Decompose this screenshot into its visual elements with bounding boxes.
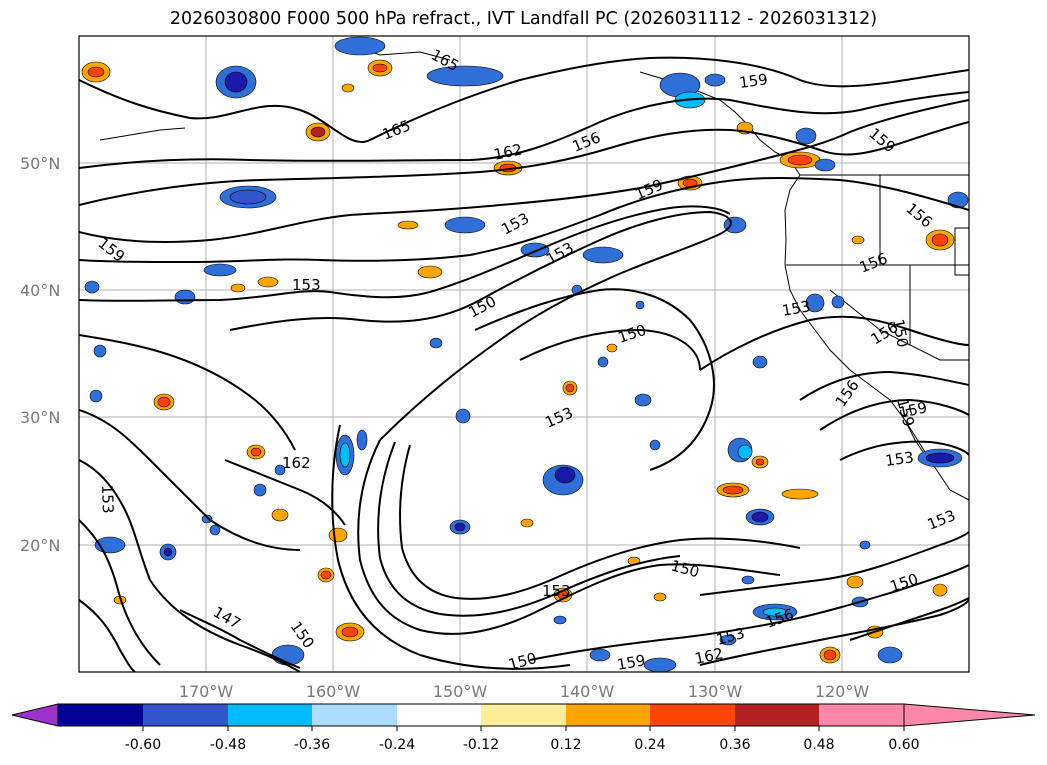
contour-label: 159 — [897, 398, 929, 422]
contour-label: 153 — [781, 297, 812, 320]
colorbar-tick-label: -0.36 — [294, 737, 330, 753]
lon-label: 150°W — [433, 682, 488, 701]
lon-label: 160°W — [306, 682, 361, 701]
colorbar-segment — [228, 704, 312, 726]
latitude-labels: 50°N 40°N 30°N 20°N — [20, 154, 60, 555]
colorbar-segment — [481, 704, 566, 726]
plot-frame — [78, 35, 970, 673]
lat-label: 50°N — [20, 154, 60, 173]
colorbar-tick-label: -0.24 — [379, 737, 415, 753]
colorbar-segment — [735, 704, 819, 726]
colorbar-extend-left — [11, 703, 59, 727]
colorbar-tick-label: -0.60 — [125, 737, 161, 753]
contour-label: 153 — [98, 485, 117, 514]
gridlines — [79, 36, 969, 672]
colorbar-tick-label: 0.24 — [634, 737, 665, 753]
colorbar-segment — [566, 704, 650, 726]
contour-label: 153 — [884, 448, 915, 470]
lon-label: 170°W — [179, 682, 234, 701]
colorbar-segment — [143, 704, 228, 726]
lat-label: 40°N — [20, 281, 60, 300]
plot-area — [79, 36, 969, 672]
contour-label: 153 — [292, 276, 321, 294]
colorbar-segment — [650, 704, 735, 726]
colorbar-ticks — [142, 726, 905, 731]
lat-label: 30°N — [20, 408, 60, 427]
colorbar-tick-label: 0.60 — [888, 737, 919, 753]
colorbar-extend-right — [903, 703, 1036, 727]
shading-positive — [81, 59, 955, 664]
contour-label: 162 — [282, 454, 311, 472]
contour-label: 150 — [889, 318, 912, 349]
lat-label: 20°N — [20, 536, 60, 555]
colorbar-segment — [58, 704, 143, 726]
colorbar-segment — [397, 704, 481, 726]
colorbar-tick-label: -0.48 — [210, 737, 246, 753]
lon-label: 140°W — [560, 682, 615, 701]
colorbar-tick-label: 0.48 — [803, 737, 834, 753]
contour-label: 162 — [492, 140, 524, 164]
colorbar-segment — [819, 704, 904, 726]
contour-lines — [79, 56, 969, 672]
colorbar-segment — [312, 704, 397, 726]
contour-label: 162 — [693, 644, 725, 668]
colorbar-tick-label: -0.12 — [463, 737, 499, 753]
colorbar-tick-label: 0.36 — [719, 737, 750, 753]
lon-label: 130°W — [688, 682, 743, 701]
longitude-labels: 170°W 160°W 150°W 140°W 130°W 120°W — [179, 682, 870, 701]
colorbar: -0.60 -0.48 -0.36 -0.24 -0.12 0.12 0.24 … — [11, 703, 1036, 753]
colorbar-tick-label: 0.12 — [550, 737, 581, 753]
contour-label: 159 — [738, 70, 769, 92]
figure-title: 2026030800 F000 500 hPa refract., IVT La… — [169, 9, 878, 29]
contour-label: 153 — [542, 582, 571, 600]
lon-label: 120°W — [815, 682, 870, 701]
contour-label: 159 — [616, 651, 647, 674]
